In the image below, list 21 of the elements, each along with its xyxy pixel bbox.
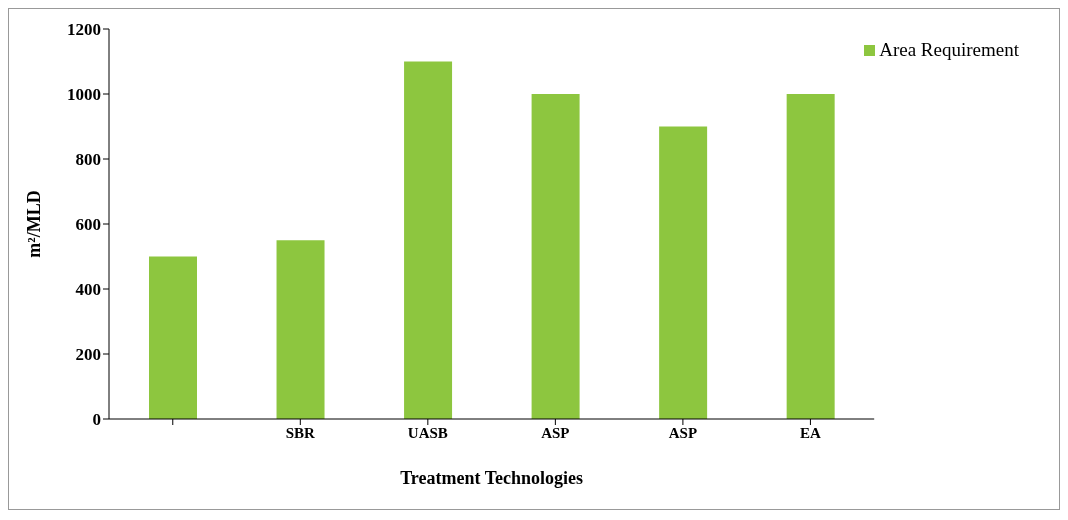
y-tick-label: 200: [75, 345, 101, 365]
bar: [149, 256, 197, 419]
x-axis-title: Treatment Technologies: [400, 468, 584, 488]
x-tick-label: ASP: [541, 424, 570, 441]
y-tick-label: 0: [92, 410, 101, 430]
bar: [659, 126, 708, 419]
y-tick-label: 800: [75, 150, 101, 170]
bar: [786, 94, 835, 419]
legend-label: Area Requirement: [879, 39, 1019, 61]
y-axis-title: m²/MLD: [24, 190, 45, 258]
x-tick-label: EA: [800, 424, 821, 441]
y-tick-label: 600: [75, 215, 101, 235]
y-tick-label: 1000: [67, 85, 101, 105]
x-tick-label: UASB: [407, 424, 448, 441]
x-tick-label: SBR: [285, 424, 316, 441]
bar: [531, 94, 580, 419]
bar: [276, 240, 325, 419]
x-tick-label: ASP: [668, 424, 698, 441]
bar: [404, 61, 453, 419]
y-tick-label: 1200: [67, 20, 101, 40]
y-tick-label: 400: [75, 280, 101, 300]
